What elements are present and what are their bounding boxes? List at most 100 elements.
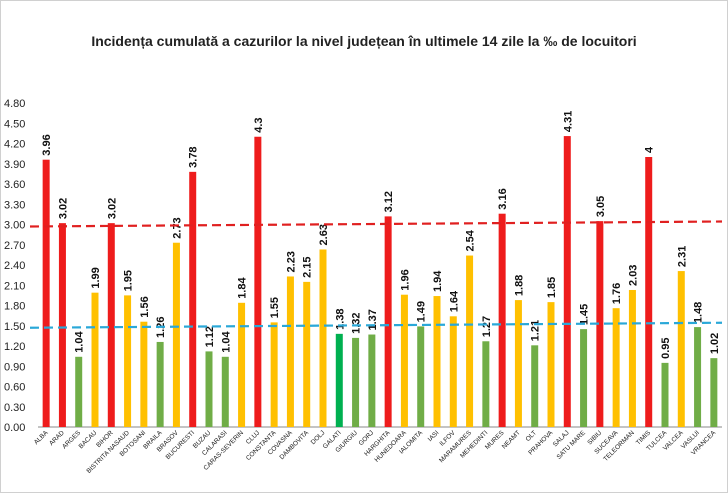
bar [694, 327, 702, 427]
data-label: 1.94 [432, 270, 444, 292]
data-label: 0.95 [660, 337, 672, 358]
bar [303, 281, 311, 427]
bar [384, 216, 392, 427]
data-label: 3.02 [57, 198, 69, 219]
data-label: 2.73 [171, 217, 183, 238]
data-label: 3.16 [497, 188, 509, 209]
bar [531, 345, 539, 427]
bar [286, 276, 294, 427]
bar [482, 341, 490, 427]
chart-title: Incidența cumulată a cazurilor la nivel … [91, 33, 637, 49]
bar [319, 249, 327, 427]
data-label: 2.63 [318, 224, 330, 245]
bar [433, 296, 441, 427]
bar [91, 292, 99, 427]
bar [270, 322, 278, 427]
bar [449, 316, 457, 427]
data-label: 1.76 [611, 283, 623, 304]
data-label: 1.32 [351, 312, 363, 333]
bar [563, 136, 571, 427]
bar [238, 302, 246, 427]
bar [172, 242, 180, 427]
bar [189, 171, 197, 427]
bar [221, 356, 229, 427]
data-label: 1.04 [74, 331, 86, 353]
bar [645, 157, 653, 427]
y-tick-label: 1.20 [4, 341, 25, 353]
bar [140, 321, 148, 427]
data-label: 2.31 [676, 246, 688, 267]
data-label: 1.04 [220, 331, 232, 353]
y-tick-label: 3.60 [4, 179, 25, 191]
data-label: 3.96 [41, 134, 53, 155]
bar [417, 326, 425, 427]
bar [612, 308, 620, 427]
data-label: 3.02 [106, 198, 118, 219]
bar [156, 341, 164, 427]
bar [628, 289, 636, 427]
bar [498, 213, 506, 427]
x-tick-label: NEAMT [501, 429, 522, 450]
bar [710, 358, 718, 427]
data-label: 3.12 [383, 191, 395, 212]
bar [107, 223, 115, 427]
y-tick-label: 3.90 [4, 159, 25, 171]
bar [335, 333, 343, 427]
bar [547, 302, 555, 427]
bar [75, 356, 83, 427]
bar [596, 221, 604, 427]
data-label: 2.23 [285, 251, 297, 272]
bar [205, 351, 213, 427]
y-tick-label: 4.50 [4, 118, 25, 130]
data-label: 1.21 [530, 320, 542, 341]
data-label: 1.96 [399, 269, 411, 290]
data-label: 1.12 [204, 326, 216, 347]
bar [42, 159, 50, 427]
x-tick-label: OLT [525, 429, 539, 443]
bar [677, 271, 685, 427]
data-label: 1.02 [709, 333, 721, 354]
data-label: 3.05 [595, 196, 607, 217]
data-label: 1.64 [448, 290, 460, 312]
bar [254, 136, 262, 427]
bar [466, 255, 474, 427]
x-tick-label: IASI [427, 429, 441, 443]
bar [58, 223, 66, 427]
y-tick-label: 3.30 [4, 199, 25, 211]
y-tick-label: 2.10 [4, 280, 25, 292]
y-tick-label: 1.50 [4, 321, 25, 333]
data-label: 1.56 [139, 296, 151, 317]
data-label: 1.48 [693, 302, 705, 323]
y-tick-label: 0.30 [4, 402, 25, 414]
data-label: 2.54 [465, 229, 477, 251]
y-tick-label: 0.60 [4, 382, 25, 394]
bar [400, 294, 408, 427]
threshold-line [29, 220, 723, 228]
bar [661, 362, 669, 427]
bar [580, 329, 588, 427]
data-label: 1.38 [334, 308, 346, 329]
data-label: 2.15 [302, 256, 314, 277]
data-label: 1.27 [481, 316, 493, 337]
y-tick-label: 2.70 [4, 240, 25, 252]
y-tick-label: 0.00 [4, 422, 25, 434]
data-label: 1.45 [579, 304, 591, 325]
y-tick-label: 2.40 [4, 260, 25, 272]
x-tick-label: ALBA [33, 429, 50, 446]
data-label: 1.49 [416, 301, 428, 322]
x-tick-label: BACAU [78, 429, 99, 450]
y-tick-label: 4.80 [4, 98, 25, 110]
data-label: 1.37 [367, 309, 379, 330]
y-tick-label: 3.00 [4, 220, 25, 232]
data-label: 4 [644, 146, 656, 153]
bar [368, 334, 376, 427]
data-label: 4.31 [562, 111, 574, 132]
data-label: 1.85 [546, 277, 558, 298]
data-label: 4.3 [253, 117, 265, 132]
y-tick-label: 0.90 [4, 361, 25, 373]
data-label: 1.99 [90, 267, 102, 288]
threshold-line [29, 321, 723, 329]
data-label: 2.03 [627, 265, 639, 286]
bar [514, 300, 522, 427]
